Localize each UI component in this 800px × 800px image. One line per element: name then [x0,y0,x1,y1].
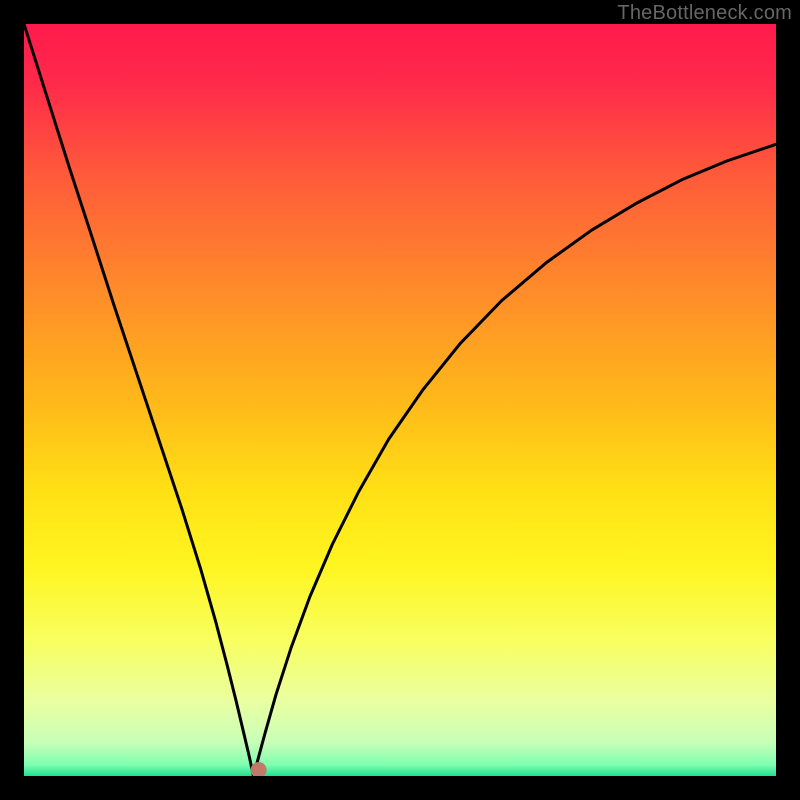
plot-background [24,24,776,776]
watermark-text: TheBottleneck.com [617,2,792,25]
bottleneck-chart [0,0,800,800]
chart-container: TheBottleneck.com [0,0,800,800]
minimum-marker [251,762,267,778]
